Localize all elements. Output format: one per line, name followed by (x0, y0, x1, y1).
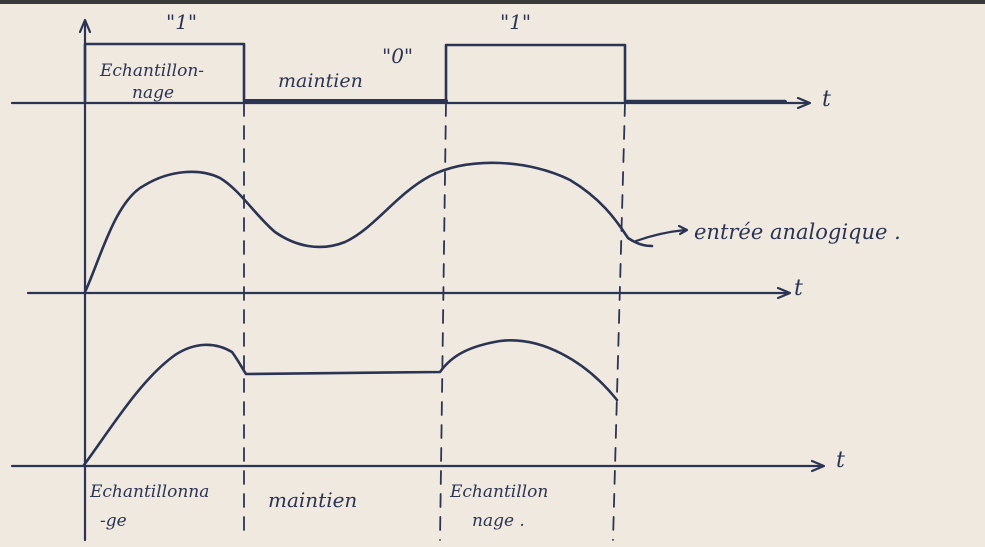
separator-2 (439, 102, 447, 541)
label-time-axis-middle: t (794, 276, 803, 301)
label-logic-one-first: "1" (166, 10, 198, 34)
label-time-axis-bottom: t (836, 448, 845, 473)
time-axis-bottom-arrow (810, 459, 826, 473)
time-axis-middle-arrow (776, 286, 792, 300)
top-border (0, 0, 985, 4)
label-maintien-bottom: maintien (268, 488, 358, 512)
separator-3 (612, 102, 626, 541)
label-logic-zero: "0" (382, 44, 414, 68)
label-logic-one-second: "1" (500, 10, 532, 34)
time-axis-top-arrow (796, 96, 812, 110)
label-echantillonnage-bottom-2-line2: nage . (472, 511, 525, 531)
label-echantillonnage-bottom-1-line1: Echantillonna (90, 482, 210, 502)
label-echantillonnage-top-line1: Echantillon- (100, 61, 205, 81)
label-echantillonnage-bottom-2-line1: Echantillon (450, 482, 549, 502)
label-time-axis-top: t (822, 87, 831, 112)
label-entree-analogique: entrée analogique . (694, 220, 901, 244)
vertical-axis-arrow (78, 18, 92, 34)
label-echantillonnage-top-line2: nage (132, 83, 175, 103)
entree-pointer (634, 228, 687, 243)
sample-hold-output-curve (82, 339, 619, 467)
entree-pointer-head (677, 224, 689, 236)
label-echantillonnage-bottom-1-line2: -ge (100, 511, 127, 531)
analog-input-curve (83, 161, 654, 294)
label-maintien-top: maintien (278, 70, 363, 92)
